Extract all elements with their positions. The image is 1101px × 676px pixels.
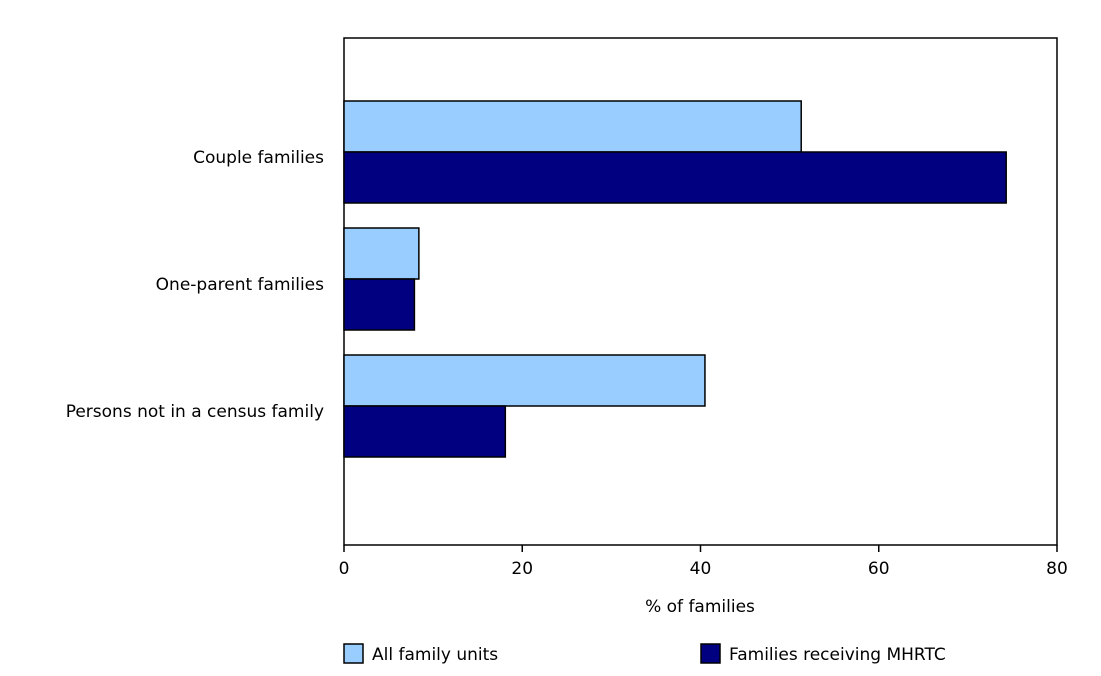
- x-tick-label: 60: [868, 559, 890, 579]
- x-tick-label: 20: [511, 559, 533, 579]
- bar: [343, 100, 802, 153]
- x-tick-label: 80: [1046, 559, 1068, 579]
- x-tick-label: 40: [690, 559, 712, 579]
- y-tick-label: Persons not in a census family: [66, 402, 324, 422]
- y-tick-label: One-parent families: [156, 275, 324, 295]
- bar: [343, 354, 706, 407]
- legend-swatch: [700, 643, 721, 664]
- bar: [343, 278, 416, 331]
- legend-label: All family units: [372, 645, 498, 665]
- bar: [343, 405, 507, 458]
- legend-swatch: [343, 643, 364, 664]
- bar: [343, 151, 1007, 204]
- x-axis-label: % of families: [645, 597, 755, 617]
- bar: [343, 227, 420, 280]
- x-tick-label: 0: [339, 559, 350, 579]
- legend-label: Families receiving MHRTC: [729, 645, 946, 665]
- y-tick-label: Couple families: [193, 148, 324, 168]
